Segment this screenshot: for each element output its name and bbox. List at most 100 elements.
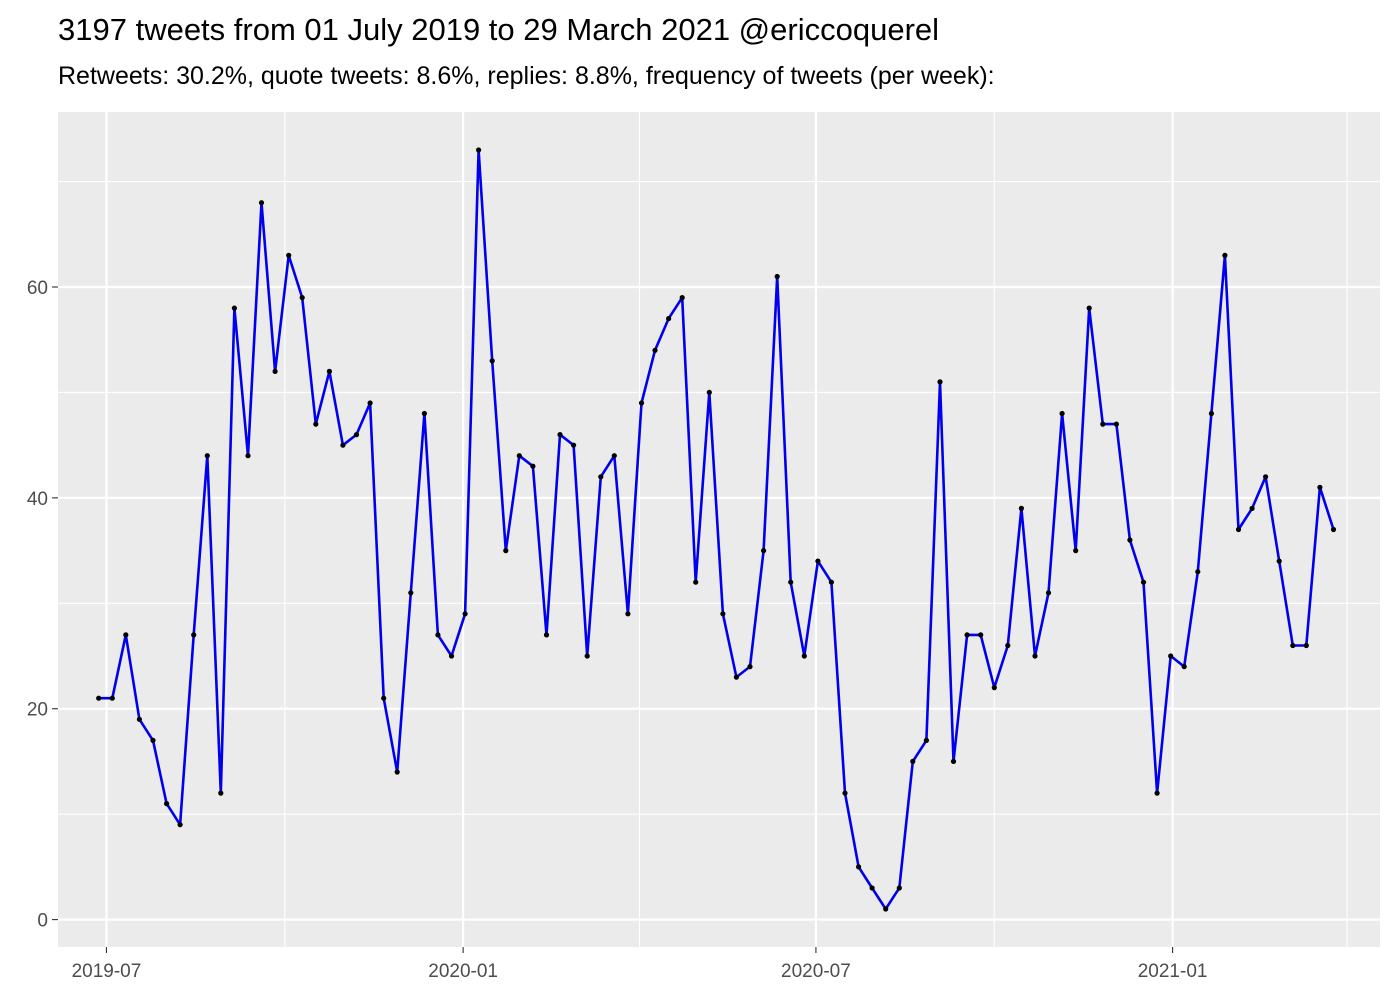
data-point [448, 653, 455, 659]
data-point [245, 453, 251, 459]
chart-title: 3197 tweets from 01 July 2019 to 29 Marc… [58, 12, 940, 47]
data-point [1263, 474, 1269, 480]
data-point [1222, 252, 1228, 258]
x-tick-label: 2019-07 [72, 961, 142, 982]
data-point [856, 864, 862, 870]
data-point [340, 442, 346, 448]
data-point [666, 316, 672, 322]
data-point [801, 653, 807, 659]
data-point [503, 548, 509, 554]
data-point [177, 822, 183, 828]
data-point [1086, 305, 1092, 311]
data-point [408, 590, 414, 596]
data-point [218, 790, 224, 796]
data-point [950, 758, 957, 765]
data-point [231, 305, 237, 311]
data-point [991, 685, 997, 691]
data-point [1113, 421, 1119, 427]
data-point [896, 885, 902, 891]
data-point [123, 632, 129, 638]
data-point [1235, 526, 1242, 533]
data-point [883, 906, 889, 912]
data-point [543, 632, 550, 638]
data-point [109, 695, 115, 701]
data-point [679, 295, 685, 301]
data-point [1140, 579, 1147, 585]
data-point [272, 368, 278, 374]
data-point [136, 716, 142, 722]
data-point [421, 410, 427, 417]
data-point [476, 147, 482, 153]
data-point [530, 463, 536, 469]
data-point [720, 611, 726, 617]
data-point [937, 379, 943, 385]
y-tick-label: 0 [37, 911, 48, 932]
data-point [652, 347, 658, 353]
data-point [842, 790, 848, 796]
data-point [299, 295, 305, 301]
data-point [367, 400, 373, 406]
data-point [1249, 505, 1255, 511]
data-point [462, 611, 468, 617]
data-point [381, 695, 387, 701]
data-point [828, 579, 835, 585]
data-point [571, 442, 577, 448]
data-point [286, 252, 292, 258]
x-tick-label: 2021-01 [1138, 961, 1208, 982]
data-point [150, 737, 156, 744]
series-line [98, 148, 1335, 911]
data-point [394, 769, 400, 775]
data-point [1208, 410, 1214, 417]
data-point [96, 695, 102, 701]
data-point [1005, 642, 1011, 649]
data-point [1168, 653, 1174, 659]
y-tick-label: 20 [27, 700, 48, 721]
x-tick-label: 2020-01 [428, 961, 498, 982]
data-point [1154, 790, 1160, 796]
data-point [978, 632, 984, 638]
data-point [164, 801, 170, 807]
data-point [353, 432, 360, 438]
x-tick-label: 2020-07 [781, 961, 851, 982]
data-point [964, 632, 970, 638]
data-point [489, 358, 495, 364]
y-tick-label: 40 [27, 489, 48, 510]
data-point [204, 453, 210, 459]
data-point [693, 579, 699, 585]
data-point [1045, 590, 1052, 596]
data-point [625, 611, 631, 617]
data-point [258, 200, 265, 206]
data-point [1100, 421, 1106, 427]
data-point [313, 421, 319, 427]
data-point [1181, 664, 1187, 670]
data-point [774, 273, 780, 280]
data-point [557, 432, 563, 438]
data-point [598, 474, 604, 480]
data-point [761, 548, 767, 554]
data-point [1032, 653, 1038, 659]
data-point [191, 632, 197, 638]
data-point [733, 674, 740, 680]
data-point [1195, 569, 1201, 575]
data-point [435, 632, 441, 638]
data-point [516, 453, 522, 459]
data-point [923, 737, 930, 744]
data-point [869, 885, 875, 891]
data-point [1330, 526, 1337, 533]
data-point [747, 664, 753, 670]
data-point [706, 389, 712, 395]
data-point [1059, 410, 1065, 417]
data-point [611, 453, 617, 459]
chart-subtitle: Retweets: 30.2%, quote tweets: 8.6%, rep… [58, 62, 995, 90]
data-point [1276, 558, 1282, 564]
data-point [638, 400, 645, 406]
data-point [584, 653, 590, 659]
y-tick-label: 60 [27, 278, 48, 299]
data-point [788, 579, 794, 585]
data-point [1290, 642, 1296, 649]
data-point [910, 758, 916, 765]
data-point [326, 368, 332, 374]
data-point [1317, 484, 1323, 490]
data-point [815, 558, 821, 564]
